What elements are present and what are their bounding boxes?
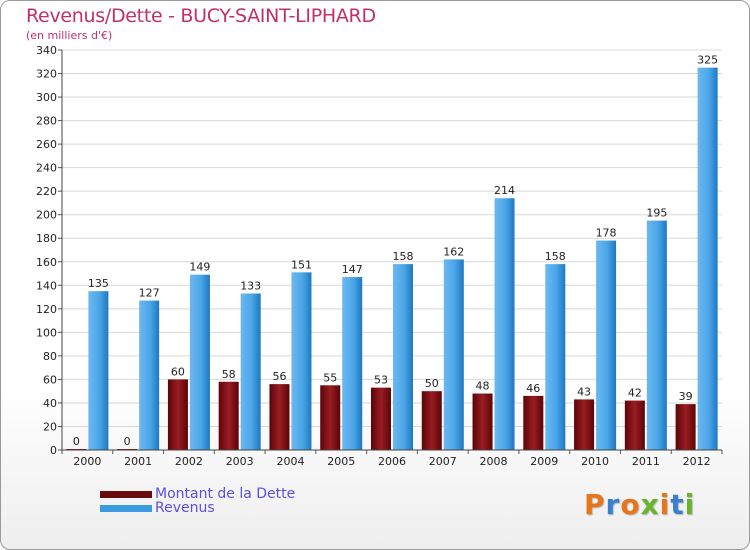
legend-swatch-debt bbox=[100, 490, 152, 498]
logo-letter: i bbox=[684, 488, 696, 521]
bar-revenus-2004 bbox=[291, 272, 312, 450]
y-tick-label: 260 bbox=[36, 138, 57, 151]
data-label-revenus: 133 bbox=[240, 280, 261, 293]
x-tick-label: 2011 bbox=[632, 455, 660, 468]
logo-letter: i bbox=[659, 488, 671, 521]
y-tick-label: 300 bbox=[36, 91, 57, 104]
x-tick-label: 2006 bbox=[378, 455, 406, 468]
y-tick-label: 40 bbox=[43, 397, 57, 410]
bar-debt-2008 bbox=[472, 393, 493, 450]
data-label-revenus: 149 bbox=[189, 261, 210, 274]
bar-revenus-2003 bbox=[240, 293, 261, 450]
y-tick-label: 140 bbox=[36, 279, 57, 292]
y-tick-label: 340 bbox=[36, 44, 57, 57]
data-label-revenus: 135 bbox=[88, 277, 109, 290]
logo-letter: r bbox=[605, 488, 621, 521]
x-tick-label: 2010 bbox=[581, 455, 609, 468]
x-tick-label: 2003 bbox=[226, 455, 254, 468]
legend-item-revenus: Revenus bbox=[100, 500, 215, 516]
y-tick-label: 240 bbox=[36, 162, 57, 175]
data-label-revenus: 325 bbox=[697, 54, 718, 67]
y-tick-label: 160 bbox=[36, 256, 57, 269]
x-tick-label: 2007 bbox=[429, 455, 457, 468]
data-label-debt: 56 bbox=[272, 370, 286, 383]
data-label-debt: 0 bbox=[124, 435, 131, 448]
data-label-debt: 50 bbox=[425, 377, 439, 390]
y-tick-label: 280 bbox=[36, 115, 57, 128]
y-tick-label: 320 bbox=[36, 68, 57, 81]
bar-debt-2007 bbox=[421, 391, 442, 450]
data-label-revenus: 127 bbox=[139, 287, 160, 300]
data-label-debt: 43 bbox=[577, 385, 591, 398]
logo-letter: x bbox=[640, 488, 660, 521]
logo-letter: t bbox=[670, 488, 685, 521]
x-tick-label: 2005 bbox=[327, 455, 355, 468]
y-tick-label: 60 bbox=[43, 373, 57, 386]
logo-letter: P bbox=[584, 488, 606, 521]
data-label-revenus: 151 bbox=[291, 258, 312, 271]
x-tick-label: 2000 bbox=[73, 455, 101, 468]
legend-swatch-revenus bbox=[100, 504, 152, 512]
bar-revenus-2007 bbox=[443, 259, 464, 450]
bar-debt-2003 bbox=[218, 381, 239, 450]
bar-debt-2011 bbox=[624, 400, 645, 450]
y-tick-label: 120 bbox=[36, 303, 57, 316]
data-label-revenus: 214 bbox=[494, 184, 515, 197]
bar-debt-2012 bbox=[675, 404, 696, 450]
data-label-revenus: 147 bbox=[342, 263, 363, 276]
y-tick-label: 220 bbox=[36, 185, 57, 198]
bar-debt-2010 bbox=[574, 399, 595, 450]
x-tick-label: 2002 bbox=[175, 455, 203, 468]
data-label-debt: 42 bbox=[628, 387, 642, 400]
x-tick-label: 2001 bbox=[124, 455, 152, 468]
bar-debt-2004 bbox=[269, 384, 290, 450]
bar-revenus-2002 bbox=[189, 274, 210, 450]
legend-label-debt: Montant de la Dette bbox=[155, 486, 296, 502]
logo-letter: o bbox=[620, 488, 641, 521]
y-tick-label: 180 bbox=[36, 232, 57, 245]
data-label-revenus: 158 bbox=[545, 250, 566, 263]
bar-revenus-2010 bbox=[596, 240, 617, 450]
legend-label-revenus: Revenus bbox=[155, 500, 215, 516]
bar-debt-2006 bbox=[371, 387, 391, 450]
y-tick-label: 0 bbox=[50, 444, 57, 457]
bar-revenus-2011 bbox=[646, 220, 667, 450]
data-label-debt: 58 bbox=[222, 368, 236, 381]
data-label-revenus: 195 bbox=[646, 207, 667, 220]
data-label-debt: 60 bbox=[171, 365, 185, 378]
data-label-debt: 39 bbox=[679, 390, 693, 403]
x-tick-label: 2009 bbox=[530, 455, 558, 468]
bar-revenus-2008 bbox=[494, 198, 515, 450]
data-label-debt: 0 bbox=[73, 435, 80, 448]
bar-revenus-2000 bbox=[88, 291, 109, 450]
bar-revenus-2006 bbox=[393, 264, 413, 450]
data-label-debt: 55 bbox=[323, 371, 337, 384]
bar-revenus-2012 bbox=[697, 67, 718, 450]
y-tick-label: 80 bbox=[43, 350, 57, 363]
x-tick-label: 2004 bbox=[276, 455, 304, 468]
bar-revenus-2005 bbox=[342, 277, 363, 450]
chart-title: Revenus/Dette - BUCY-SAINT-LIPHARD bbox=[26, 5, 376, 27]
bar-revenus-2001 bbox=[139, 300, 160, 450]
bar-debt-2009 bbox=[523, 395, 544, 450]
data-label-debt: 53 bbox=[374, 374, 388, 387]
data-label-debt: 46 bbox=[526, 382, 540, 395]
legend-item-debt: Montant de la Dette bbox=[100, 486, 296, 502]
x-tick-label: 2012 bbox=[683, 455, 711, 468]
x-tick-label: 2008 bbox=[480, 455, 508, 468]
chart-subtitle: (en milliers d'€) bbox=[26, 29, 113, 42]
y-tick-label: 200 bbox=[36, 209, 57, 222]
data-label-revenus: 178 bbox=[596, 227, 617, 240]
data-label-revenus: 162 bbox=[443, 245, 464, 258]
y-tick-label: 20 bbox=[43, 420, 57, 433]
y-tick-label: 100 bbox=[36, 326, 57, 339]
data-label-revenus: 158 bbox=[393, 250, 414, 263]
bar-revenus-2009 bbox=[545, 264, 566, 450]
data-label-debt: 48 bbox=[476, 380, 490, 393]
bar-debt-2005 bbox=[320, 385, 341, 450]
bar-debt-2002 bbox=[167, 379, 188, 450]
proxiti-logo: Proxiti bbox=[584, 488, 695, 521]
